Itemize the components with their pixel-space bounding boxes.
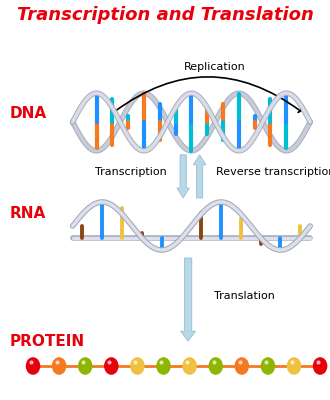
Circle shape [104,357,118,375]
Polygon shape [181,258,195,341]
Text: PROTEIN: PROTEIN [10,334,85,350]
Text: Reverse transcription: Reverse transcription [216,168,330,178]
Circle shape [313,357,327,375]
Circle shape [182,357,197,375]
Polygon shape [177,155,189,198]
Circle shape [261,357,275,375]
Circle shape [287,357,301,375]
Circle shape [130,357,145,375]
Circle shape [235,357,249,375]
Text: Transcription: Transcription [95,168,167,178]
Circle shape [52,357,66,375]
Text: Transcription and Translation: Transcription and Translation [16,6,313,24]
Text: Translation: Translation [214,290,275,301]
Circle shape [26,357,40,375]
Text: Replication: Replication [183,62,246,72]
Circle shape [156,357,171,375]
Text: RNA: RNA [10,206,46,222]
Circle shape [78,357,92,375]
Text: DNA: DNA [10,106,47,122]
Circle shape [209,357,223,375]
Polygon shape [193,155,206,198]
